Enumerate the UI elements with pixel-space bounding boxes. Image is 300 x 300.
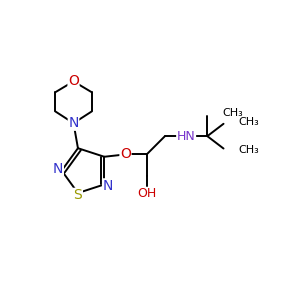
- Text: S: S: [74, 188, 82, 203]
- Text: CH₃: CH₃: [239, 145, 260, 155]
- Text: OH: OH: [137, 188, 156, 200]
- Text: O: O: [120, 147, 131, 161]
- Text: HN: HN: [177, 130, 196, 143]
- Text: N: N: [68, 116, 79, 130]
- Text: N: N: [53, 162, 63, 176]
- Text: CH₃: CH₃: [223, 108, 243, 118]
- Text: N: N: [103, 179, 113, 193]
- Text: CH₃: CH₃: [239, 117, 260, 127]
- Text: O: O: [68, 74, 79, 88]
